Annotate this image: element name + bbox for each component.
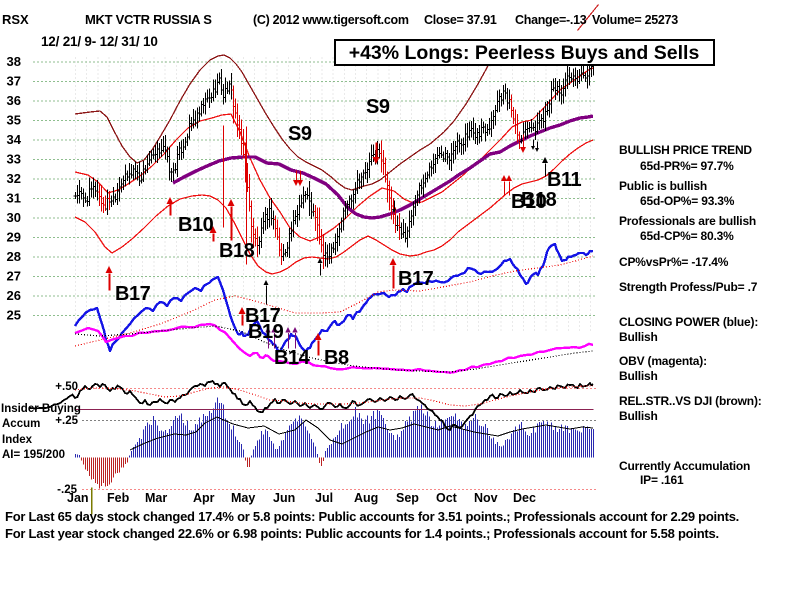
svg-text:S9: S9: [366, 96, 390, 118]
svg-text:34: 34: [7, 132, 22, 147]
svg-text:Jan: Jan: [67, 491, 89, 505]
svg-text:12/ 21/ 9- 12/ 31/ 10: 12/ 21/ 9- 12/ 31/ 10: [41, 34, 158, 49]
svg-text:B10: B10: [511, 191, 547, 213]
svg-text:65d-OP%= 93.3%: 65d-OP%= 93.3%: [640, 194, 735, 208]
svg-text:B17: B17: [115, 283, 151, 305]
svg-text:65d-CP%= 80.3%: 65d-CP%= 80.3%: [640, 229, 734, 243]
svg-text:For Last year stock changed 2: For Last year stock changed 22.6% or 6.9…: [5, 526, 719, 541]
svg-text:+43% Longs: Peerless Buys and: +43% Longs: Peerless Buys and Sells: [349, 42, 700, 64]
svg-text:B17: B17: [398, 268, 434, 290]
svg-text:B10: B10: [178, 214, 214, 236]
svg-text:33: 33: [7, 152, 21, 167]
svg-text:(C) 2012 www.tigersoft.com: (C) 2012 www.tigersoft.com: [253, 13, 409, 27]
svg-text:37: 37: [7, 74, 21, 89]
svg-text:B18: B18: [219, 240, 255, 262]
svg-text:CLOSING POWER (blue):: CLOSING POWER (blue):: [619, 315, 758, 329]
svg-text:-.25: -.25: [57, 484, 77, 496]
svg-text:IP= .161: IP= .161: [640, 473, 684, 487]
svg-text:25: 25: [7, 308, 21, 323]
svg-text:36: 36: [7, 93, 21, 108]
svg-text:Jul: Jul: [315, 491, 333, 505]
svg-text:28: 28: [7, 249, 21, 264]
svg-text:B18: B18: [521, 189, 557, 211]
svg-text:Currently Accumulation: Currently Accumulation: [619, 459, 750, 473]
svg-text:Bullish: Bullish: [619, 409, 658, 423]
svg-text:B17: B17: [245, 305, 281, 327]
svg-text:29: 29: [7, 230, 21, 245]
svg-text:CP%vsPr%= -17.4%: CP%vsPr%= -17.4%: [619, 255, 729, 269]
svg-text:32: 32: [7, 171, 21, 186]
svg-text:Strength Profess/Pub= .7: Strength Profess/Pub= .7: [619, 280, 758, 294]
svg-text:B11: B11: [547, 169, 581, 191]
svg-text:Nov: Nov: [474, 491, 498, 505]
svg-text:Public is bullish: Public is bullish: [619, 179, 707, 193]
svg-text:S9: S9: [288, 123, 312, 145]
svg-text:65d-PR%= 97.7%: 65d-PR%= 97.7%: [640, 159, 734, 173]
svg-text:Change=-.13: Change=-.13: [515, 13, 587, 27]
svg-text:+.25: +.25: [55, 415, 78, 427]
svg-text:Oct: Oct: [436, 491, 458, 505]
svg-text:Professionals are bullish: Professionals are bullish: [619, 214, 756, 228]
svg-text:Accum: Accum: [2, 418, 40, 430]
svg-text:Bullish: Bullish: [619, 369, 658, 383]
svg-text:Sep: Sep: [396, 491, 419, 505]
svg-text:35: 35: [7, 113, 21, 128]
svg-text:27: 27: [7, 269, 21, 284]
svg-text:MKT VCTR RUSSIA S: MKT VCTR RUSSIA S: [85, 12, 212, 27]
svg-text:For Last 65 days stock changed: For Last 65 days stock changed 17.4% or …: [5, 509, 739, 524]
svg-text:BULLISH PRICE TREND: BULLISH PRICE TREND: [619, 143, 752, 157]
svg-text:26: 26: [7, 288, 21, 303]
svg-text:Close= 37.91: Close= 37.91: [424, 13, 497, 27]
svg-text:B19: B19: [248, 321, 284, 343]
svg-text:Bullish: Bullish: [619, 330, 658, 344]
svg-text:30: 30: [7, 210, 21, 225]
svg-text:Mar: Mar: [145, 491, 167, 505]
svg-text:38: 38: [7, 54, 21, 69]
svg-text:Jun: Jun: [273, 491, 295, 505]
svg-text:REL.STR..VS DJI (brown):: REL.STR..VS DJI (brown):: [619, 394, 762, 408]
svg-text:RSX: RSX: [2, 12, 29, 27]
svg-text:B8: B8: [324, 347, 349, 369]
svg-text:31: 31: [7, 191, 21, 206]
svg-text:Feb: Feb: [107, 491, 130, 505]
svg-text:AI= 195/200: AI= 195/200: [2, 449, 65, 461]
svg-text:May: May: [231, 491, 255, 505]
svg-text:Insider Buying: Insider Buying: [1, 403, 81, 415]
svg-text:Volume= 25273: Volume= 25273: [592, 13, 678, 27]
svg-text:Index: Index: [2, 434, 33, 446]
svg-text:B14: B14: [274, 347, 311, 369]
svg-text:Dec: Dec: [513, 491, 536, 505]
svg-text:+.50: +.50: [55, 381, 78, 393]
svg-text:Aug: Aug: [354, 491, 378, 505]
svg-text:Apr: Apr: [193, 491, 215, 505]
svg-text:OBV (magenta):: OBV (magenta):: [619, 354, 707, 368]
